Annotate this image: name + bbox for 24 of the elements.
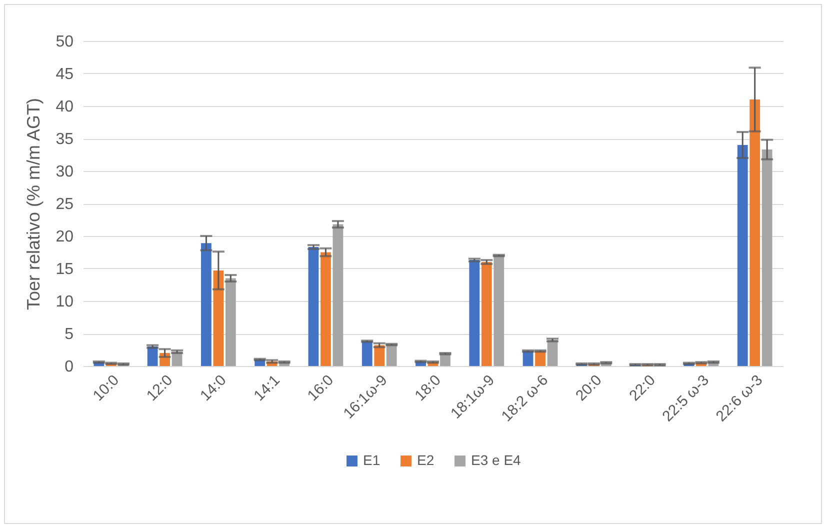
y-tick-label: 40 xyxy=(56,98,74,116)
y-tick-label: 10 xyxy=(56,294,74,310)
y-tick-label: 5 xyxy=(64,326,74,343)
legend-label: E3 e E4 xyxy=(471,452,522,468)
x-tick-label: 14:1 xyxy=(250,372,284,404)
x-tick-label: 12:0 xyxy=(143,372,176,404)
y-tick-label: 30 xyxy=(56,164,74,180)
y-tick-label: 25 xyxy=(56,196,74,213)
y-tick-label: 50 xyxy=(56,34,74,50)
x-tick-label: 18:2 ω-6 xyxy=(498,372,552,426)
y-tick-label: 15 xyxy=(56,261,74,278)
y-tick-label: 0 xyxy=(64,358,74,376)
x-tick-label: 10:0 xyxy=(90,372,122,404)
y-tick-label: 45 xyxy=(56,66,74,83)
y-tick-label: 20 xyxy=(56,228,74,246)
y-tick-label: 35 xyxy=(56,131,74,148)
x-tick-label: 14:0 xyxy=(197,372,230,404)
x-tick-label: 20:0 xyxy=(572,372,606,404)
x-tick-label: 22:0 xyxy=(626,372,659,404)
legend-label: E2 xyxy=(417,452,434,468)
x-tick-label: 18:0 xyxy=(412,372,444,404)
legend-label: E1 xyxy=(363,452,380,468)
x-tick-label: 16:0 xyxy=(304,372,338,404)
y-axis-title: Toer relativo (% m/m AGT) xyxy=(24,98,44,310)
